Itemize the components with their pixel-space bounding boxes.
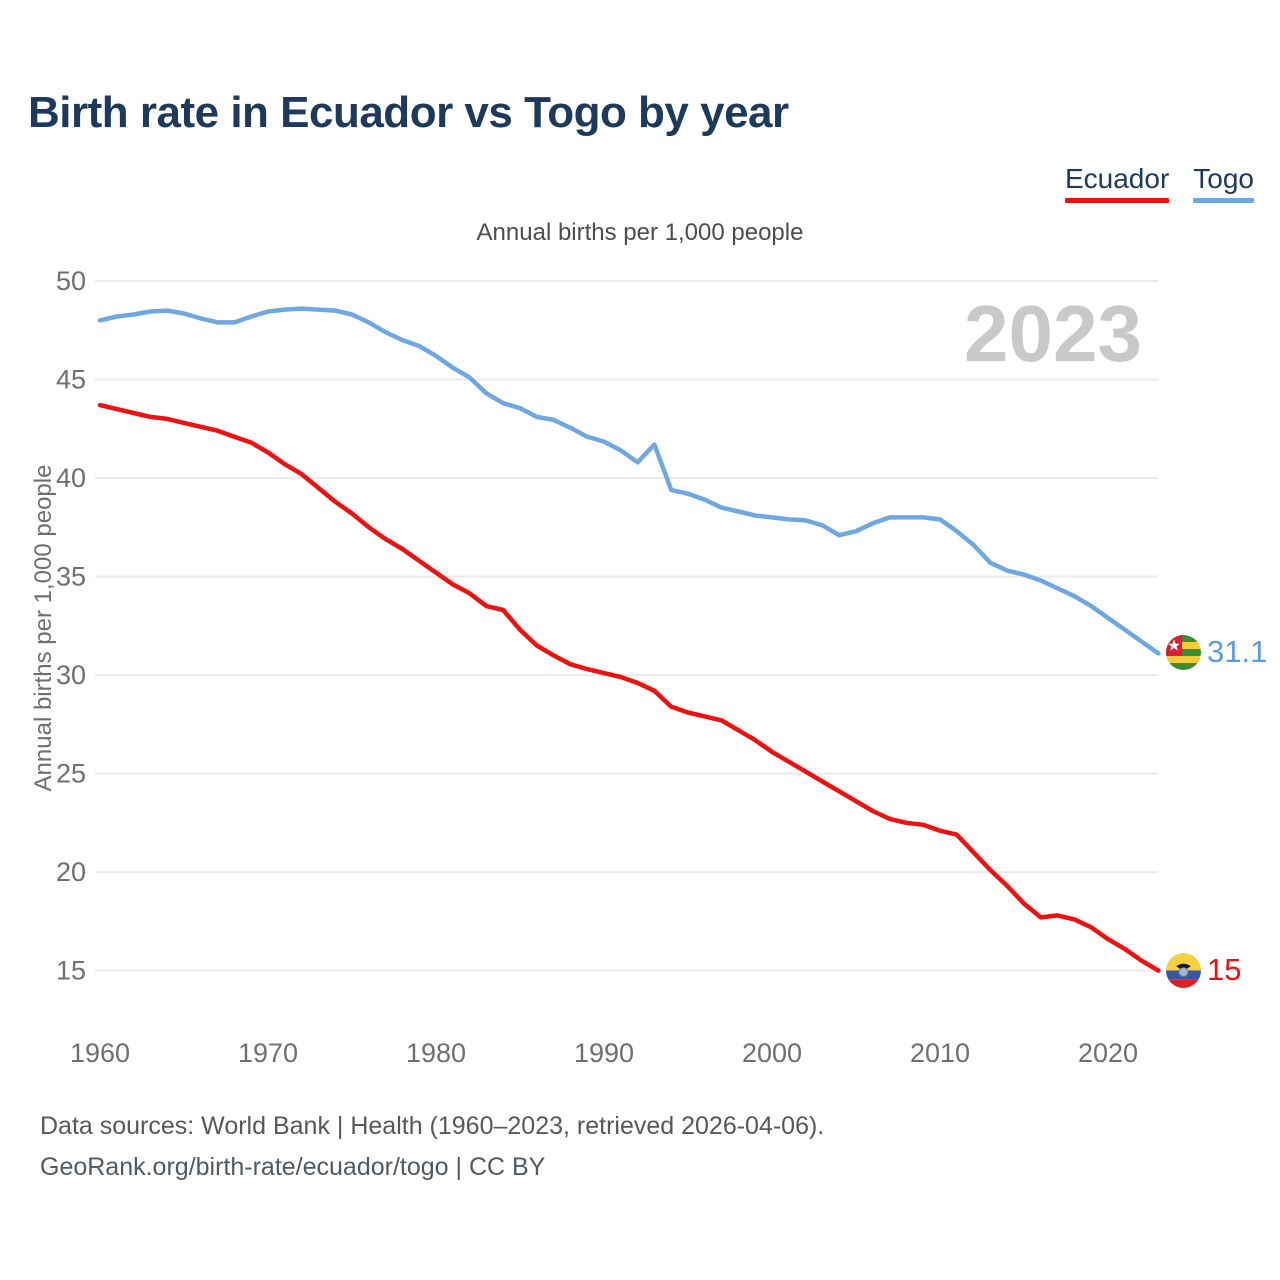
- y-tick-50: 50: [56, 266, 86, 296]
- x-tick-2000: 2000: [742, 1038, 802, 1068]
- series-line-togo: [97, 306, 1161, 656]
- x-tick-1970: 1970: [238, 1038, 298, 1068]
- x-tick-1990: 1990: [574, 1038, 634, 1068]
- footer: Data sources: World Bank | Health (1960–…: [40, 1106, 824, 1188]
- y-tick-35: 35: [56, 562, 86, 592]
- end-value-togo: 31.1: [1207, 634, 1268, 669]
- y-tick-40: 40: [56, 463, 86, 493]
- y-tick-15: 15: [56, 956, 86, 986]
- legend: Ecuador Togo: [1064, 163, 1254, 203]
- legend-label-togo: Togo: [1193, 163, 1254, 194]
- y-tick-30: 30: [56, 660, 86, 690]
- legend-item-ecuador[interactable]: Ecuador: [1064, 163, 1170, 203]
- x-tick-1980: 1980: [406, 1038, 466, 1068]
- legend-label-ecuador: Ecuador: [1064, 163, 1170, 194]
- ecuador-flag-icon: [1166, 953, 1201, 988]
- series-line-ecuador: [97, 402, 1161, 973]
- footer-attribution: GeoRank.org/birth-rate/ecuador/togo | CC…: [40, 1153, 546, 1181]
- x-tick-1960: 1960: [70, 1038, 130, 1068]
- watermark-year: 2023: [964, 289, 1142, 378]
- footer-sources: Data sources: World Bank | Health (1960–…: [40, 1112, 825, 1140]
- x-tick-2010: 2010: [910, 1038, 970, 1068]
- x-tick-2020: 2020: [1078, 1038, 1138, 1068]
- togo-flag-icon: [1166, 635, 1201, 670]
- legend-item-togo[interactable]: Togo: [1193, 163, 1254, 203]
- chart-subtitle: Annual births per 1,000 people: [476, 219, 804, 246]
- legend-underline-ecuador: [1064, 198, 1170, 203]
- y-tick-45: 45: [56, 365, 86, 395]
- y-tick-25: 25: [56, 759, 86, 789]
- legend-underline-togo: [1193, 198, 1254, 203]
- end-value-ecuador: 15: [1207, 952, 1242, 987]
- y-tick-20: 20: [56, 857, 86, 887]
- chart-title: Birth rate in Ecuador vs Togo by year: [28, 88, 789, 137]
